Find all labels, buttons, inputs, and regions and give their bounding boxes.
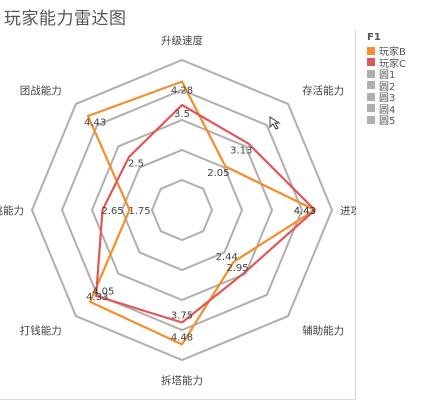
- data-label: 2.44: [216, 252, 238, 263]
- data-label: 1.75: [128, 206, 150, 217]
- legend-label: 圆2: [379, 81, 396, 93]
- data-label: 4.43: [294, 206, 316, 217]
- radar-chart: 4.28 2.05 4.43 2.44 4.48 4.33 1.75 4.43 3.5 3.13 4…: [0, 34, 356, 387]
- legend: F1 玩家B 玩家C 圆1 圆2 圆3 圆4 圆5: [367, 32, 406, 128]
- axis-label: 打钱能力: [20, 324, 62, 337]
- series-line: [94, 103, 316, 324]
- legend-item[interactable]: 圆5: [367, 114, 406, 128]
- legend-item[interactable]: 圆2: [367, 80, 406, 93]
- legend-label: 圆4: [379, 104, 396, 116]
- legend-swatch: [367, 92, 375, 101]
- data-label: 2.5: [128, 159, 144, 170]
- legend-swatch: [367, 81, 375, 90]
- legend-swatch: [367, 58, 375, 67]
- grid-ring: [120, 148, 244, 272]
- legend-item[interactable]: 圆4: [367, 103, 406, 116]
- data-label: 4.05: [92, 286, 114, 297]
- legend-item[interactable]: 圆3: [367, 91, 406, 105]
- chart-title: 玩家能力雷达图: [4, 9, 127, 29]
- legend-label: 玩家C: [379, 58, 406, 70]
- legend-label: 玩家B: [379, 47, 406, 59]
- legend-label: 圆1: [379, 70, 396, 82]
- data-label: 3.75: [171, 311, 193, 322]
- legend-swatch: [367, 104, 375, 113]
- axis-label: 进攻能力: [340, 204, 356, 217]
- grid-ring: [60, 88, 304, 332]
- cursor-icon: [269, 116, 281, 130]
- axis-label: 辅助能力: [302, 324, 344, 337]
- axis-label: 拆塔能力: [161, 374, 203, 387]
- legend-item[interactable]: 玩家B: [367, 45, 406, 59]
- data-label: 3.13: [230, 145, 252, 156]
- data-label: 2.95: [226, 263, 248, 274]
- axis-label: 存活能力: [302, 84, 344, 97]
- legend-title: F1: [367, 32, 381, 43]
- axis-label: 团战能力: [20, 84, 62, 97]
- data-label: 4.33: [86, 292, 108, 303]
- legend-item[interactable]: 玩家C: [367, 57, 406, 70]
- data-label: 4.28: [171, 86, 193, 97]
- axis-label: 升级速度: [161, 34, 203, 47]
- data-label: 3.5: [174, 109, 190, 120]
- data-label: 4.43: [294, 206, 316, 217]
- legend-swatch: [367, 115, 375, 124]
- series-line: [86, 80, 316, 346]
- grid-ring: [150, 178, 214, 242]
- plot-area: [0, 30, 356, 400]
- data-label: 4.43: [84, 118, 106, 129]
- legend-label: 圆3: [379, 93, 396, 105]
- data-label: 2.05: [207, 168, 229, 179]
- legend-swatch: [367, 46, 375, 55]
- axis-label: 单挑能力: [0, 204, 24, 217]
- data-label: 4.48: [171, 332, 193, 343]
- grid-ring: [30, 58, 334, 362]
- data-label: 2.65: [101, 206, 123, 217]
- legend-swatch: [367, 69, 375, 78]
- legend-item[interactable]: 圆1: [367, 68, 406, 82]
- legend-label: 圆5: [379, 116, 396, 128]
